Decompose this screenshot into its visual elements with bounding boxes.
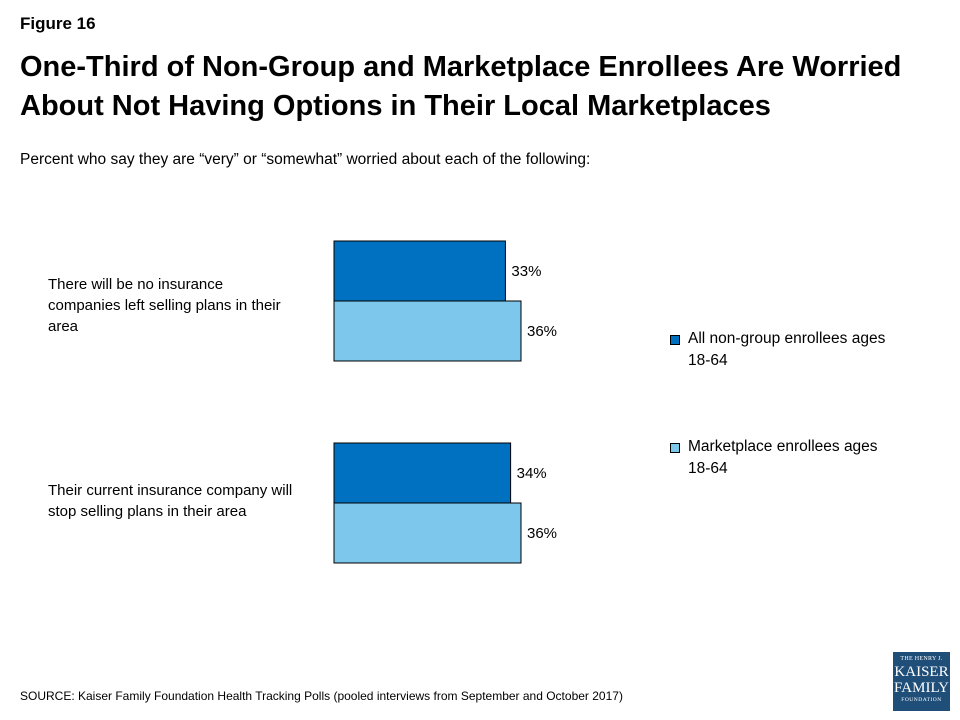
data-label-s1-c1: 33% bbox=[511, 263, 541, 280]
category-label-2: Their current insurance company will sto… bbox=[48, 482, 293, 520]
figure-label: Figure 16 bbox=[20, 14, 96, 33]
bar-s2-c2 bbox=[333, 502, 522, 564]
logo-line-3: FAMILY bbox=[894, 680, 949, 696]
bar-s1-c2 bbox=[333, 442, 512, 504]
legend-item-marketplace: Marketplace enrollees ages 18-64 bbox=[670, 436, 900, 480]
data-label-s2-c1: 36% bbox=[527, 323, 557, 340]
bar-s1-c1 bbox=[333, 240, 506, 302]
chart-title: One-Third of Non-Group and Marketplace E… bbox=[20, 51, 902, 122]
legend-item-non-group: All non-group enrollees ages 18-64 bbox=[670, 328, 900, 372]
data-label-s2-c2: 36% bbox=[527, 525, 557, 542]
legend-label-non-group: All non-group enrollees ages 18-64 bbox=[688, 330, 886, 369]
legend-label-marketplace: Marketplace enrollees ages 18-64 bbox=[688, 438, 878, 477]
logo-line-2: KAISER bbox=[894, 664, 949, 680]
chart-subtitle: Percent who say they are “very” or “some… bbox=[20, 151, 591, 168]
data-label-s1-c2: 34% bbox=[517, 465, 547, 482]
source-note: SOURCE: Kaiser Family Foundation Health … bbox=[20, 689, 623, 703]
category-label-1: There will be no insurance companies lef… bbox=[48, 276, 281, 335]
bar-s2-c1 bbox=[333, 300, 522, 362]
legend-swatch-non-group bbox=[670, 335, 680, 345]
logo-line-4: FOUNDATION bbox=[901, 697, 942, 703]
logo-line-1: THE HENRY J. bbox=[900, 656, 943, 662]
kff-logo: THE HENRY J. KAISER FAMILY FOUNDATION bbox=[893, 652, 950, 711]
legend-swatch-marketplace bbox=[670, 443, 680, 453]
